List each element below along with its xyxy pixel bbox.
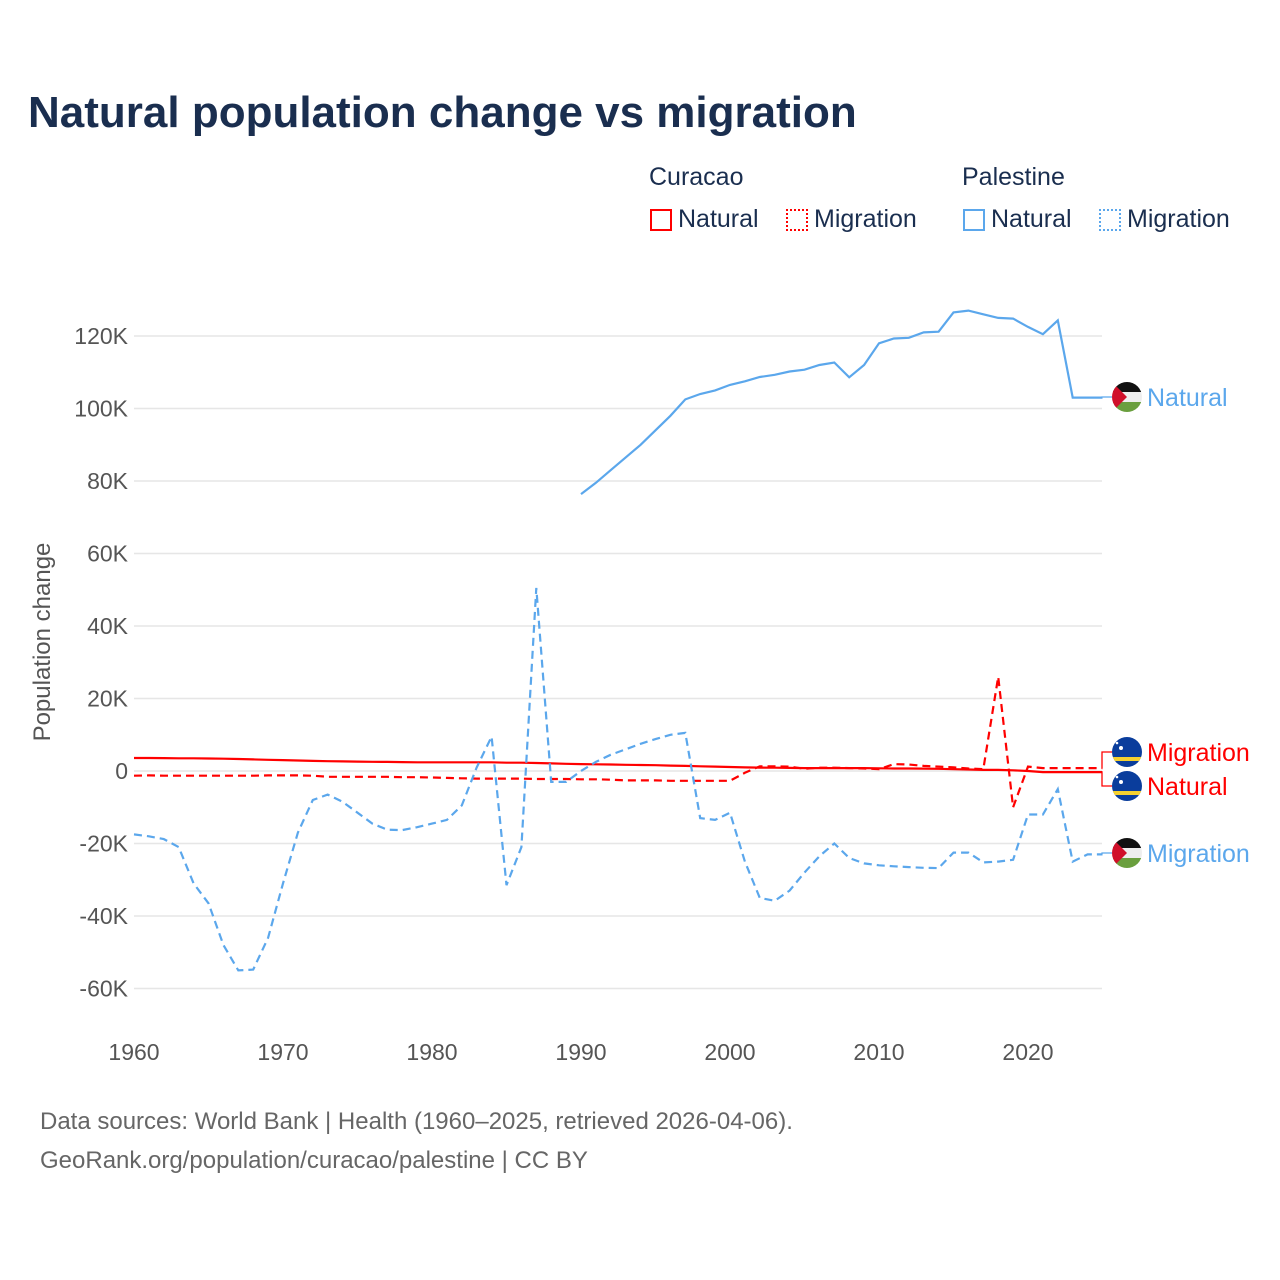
- flag-field: [1112, 737, 1142, 767]
- y-tick-label: 20K: [87, 686, 129, 712]
- series-end-label: Migration: [1147, 840, 1250, 868]
- legend-label: Migration: [814, 205, 917, 233]
- palestine-flag-icon: [1112, 838, 1142, 868]
- flag-star: [1115, 775, 1119, 779]
- y-axis-label: Population change: [29, 543, 56, 742]
- x-tick-label: 2000: [704, 1039, 755, 1065]
- legend-label: Natural: [991, 205, 1072, 233]
- y-tick-label: 40K: [87, 613, 129, 639]
- label-connector: [1101, 396, 1112, 399]
- x-tick-label: 1980: [406, 1039, 457, 1065]
- series-line-palestine-natural: [580, 309, 1103, 495]
- y-tick-label: 0: [115, 758, 128, 784]
- y-tick-label: 80K: [87, 468, 129, 494]
- legend-swatch-solid: [650, 208, 672, 231]
- series-line-palestine-migration: [133, 587, 1103, 972]
- flag-stripe: [1112, 791, 1142, 795]
- flag-star: [1115, 741, 1119, 745]
- flag-stripe: [1112, 838, 1142, 848]
- legend-palestine-natural[interactable]: Natural: [963, 205, 1072, 234]
- flag-field: [1112, 771, 1142, 801]
- y-tick-label: -40K: [79, 903, 128, 929]
- y-tick-label: -60K: [79, 976, 128, 1002]
- palestine-flag-icon: [1112, 382, 1142, 412]
- legend-curacao-natural[interactable]: Natural: [650, 205, 759, 234]
- legend-title-palestine: Palestine: [962, 163, 1065, 191]
- curacao-flag-icon: [1112, 737, 1142, 767]
- y-tick-label: 120K: [74, 323, 128, 349]
- x-tick-label: 2010: [853, 1039, 904, 1065]
- flag-stripe: [1112, 382, 1142, 392]
- label-connector: [1101, 751, 1112, 769]
- series-line-curacao-natural: [134, 756, 1103, 774]
- x-tick-label: 2020: [1002, 1039, 1053, 1065]
- label-connector: [1101, 771, 1112, 787]
- chart-title: Natural population change vs migration: [28, 88, 857, 137]
- source-link[interactable]: GeoRank.org/population/curacao/palestine…: [40, 1147, 588, 1174]
- legend-swatch-dotted: [1099, 208, 1121, 231]
- flag-triangle: [1112, 382, 1127, 412]
- legend-label: Natural: [678, 205, 759, 233]
- legend-swatch-dotted: [786, 208, 808, 231]
- series-end-label: Natural: [1147, 384, 1228, 412]
- x-tick-label: 1990: [555, 1039, 606, 1065]
- flag-stripe: [1112, 402, 1142, 412]
- legend-palestine-migration[interactable]: Migration: [1099, 205, 1230, 234]
- curacao-flag-icon: [1112, 771, 1142, 801]
- label-connector: [1101, 852, 1112, 856]
- flag-star: [1119, 746, 1123, 750]
- source-text: Data sources: World Bank | Health (1960–…: [40, 1108, 793, 1135]
- flag-star: [1119, 780, 1123, 784]
- x-tick-label: 1970: [257, 1039, 308, 1065]
- flag-stripe: [1112, 757, 1142, 761]
- flag-triangle: [1112, 838, 1127, 868]
- legend-swatch-solid: [963, 208, 985, 231]
- series-end-label: Migration: [1147, 739, 1250, 767]
- y-tick-label: 60K: [87, 541, 129, 567]
- legend-title-curacao: Curacao: [649, 163, 744, 191]
- flag-stripe: [1112, 858, 1142, 868]
- y-tick-label: -20K: [79, 831, 128, 857]
- x-tick-label: 1960: [108, 1039, 159, 1065]
- y-tick-label: 100K: [74, 396, 128, 422]
- series-line-curacao-migration: [133, 676, 1103, 808]
- legend-curacao-migration[interactable]: Migration: [786, 205, 917, 234]
- series-end-label: Natural: [1147, 773, 1228, 801]
- legend-label: Migration: [1127, 205, 1230, 233]
